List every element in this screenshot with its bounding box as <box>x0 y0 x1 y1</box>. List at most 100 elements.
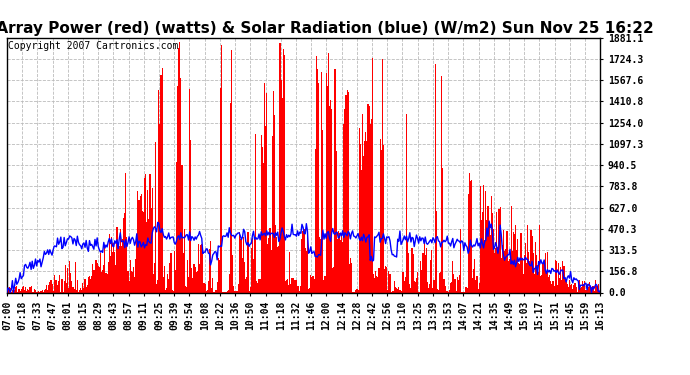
Bar <box>185 286 186 292</box>
Bar <box>191 268 193 292</box>
Bar <box>376 276 377 292</box>
Bar <box>500 207 501 292</box>
Bar <box>368 105 370 292</box>
Bar <box>254 237 255 292</box>
Bar <box>255 134 256 292</box>
Bar <box>474 259 475 292</box>
Bar <box>389 274 391 292</box>
Bar <box>588 287 589 292</box>
Bar <box>47 290 48 292</box>
Bar <box>315 148 316 292</box>
Bar <box>528 252 529 292</box>
Bar <box>452 261 453 292</box>
Bar <box>374 279 375 292</box>
Bar <box>206 291 207 292</box>
Bar <box>257 283 259 292</box>
Bar <box>487 206 489 292</box>
Bar <box>265 126 266 292</box>
Bar <box>233 286 235 292</box>
Bar <box>197 272 198 292</box>
Bar <box>493 230 494 292</box>
Bar <box>592 286 593 292</box>
Bar <box>161 68 163 292</box>
Bar <box>489 227 490 292</box>
Bar <box>8 287 10 292</box>
Bar <box>479 283 480 292</box>
Bar <box>396 288 397 292</box>
Bar <box>23 286 24 292</box>
Bar <box>152 274 154 292</box>
Bar <box>317 69 318 292</box>
Bar <box>296 280 297 292</box>
Bar <box>283 49 284 292</box>
Bar <box>305 248 306 292</box>
Bar <box>579 280 580 292</box>
Bar <box>599 291 600 292</box>
Bar <box>332 268 333 292</box>
Bar <box>381 150 382 292</box>
Bar <box>211 288 213 292</box>
Bar <box>234 291 235 292</box>
Bar <box>67 268 68 292</box>
Bar <box>49 282 50 292</box>
Bar <box>550 281 551 292</box>
Bar <box>46 285 47 292</box>
Bar <box>261 135 262 292</box>
Bar <box>319 237 320 292</box>
Bar <box>386 267 387 292</box>
Bar <box>273 91 274 292</box>
Bar <box>21 289 22 292</box>
Bar <box>148 219 150 292</box>
Bar <box>120 229 121 292</box>
Bar <box>498 209 500 292</box>
Bar <box>187 260 188 292</box>
Bar <box>275 225 276 292</box>
Bar <box>485 192 486 292</box>
Bar <box>125 173 126 292</box>
Bar <box>394 281 395 292</box>
Bar <box>308 290 309 292</box>
Bar <box>542 263 544 292</box>
Bar <box>209 249 210 292</box>
Bar <box>518 263 520 292</box>
Bar <box>100 253 101 292</box>
Bar <box>263 163 264 292</box>
Bar <box>81 290 82 292</box>
Bar <box>413 254 414 292</box>
Bar <box>483 185 484 292</box>
Bar <box>242 258 243 292</box>
Bar <box>111 237 112 292</box>
Bar <box>525 243 526 292</box>
Bar <box>535 242 536 292</box>
Bar <box>403 273 404 292</box>
Bar <box>313 279 315 292</box>
Bar <box>210 241 211 292</box>
Bar <box>558 263 559 292</box>
Bar <box>341 236 342 292</box>
Bar <box>264 83 265 292</box>
Bar <box>442 168 444 292</box>
Bar <box>514 234 515 292</box>
Bar <box>66 283 67 292</box>
Bar <box>294 280 295 292</box>
Bar <box>382 59 383 292</box>
Bar <box>248 291 250 292</box>
Bar <box>533 274 535 292</box>
Bar <box>371 118 372 292</box>
Bar <box>527 225 529 292</box>
Bar <box>252 238 253 292</box>
Bar <box>27 289 28 292</box>
Bar <box>586 284 588 292</box>
Bar <box>159 124 161 292</box>
Bar <box>596 286 598 292</box>
Bar <box>279 44 281 292</box>
Bar <box>574 284 575 292</box>
Bar <box>404 281 405 292</box>
Bar <box>48 285 49 292</box>
Bar <box>137 191 139 292</box>
Bar <box>370 124 371 292</box>
Bar <box>119 246 120 292</box>
Bar <box>307 234 308 292</box>
Bar <box>25 286 26 292</box>
Bar <box>200 245 201 292</box>
